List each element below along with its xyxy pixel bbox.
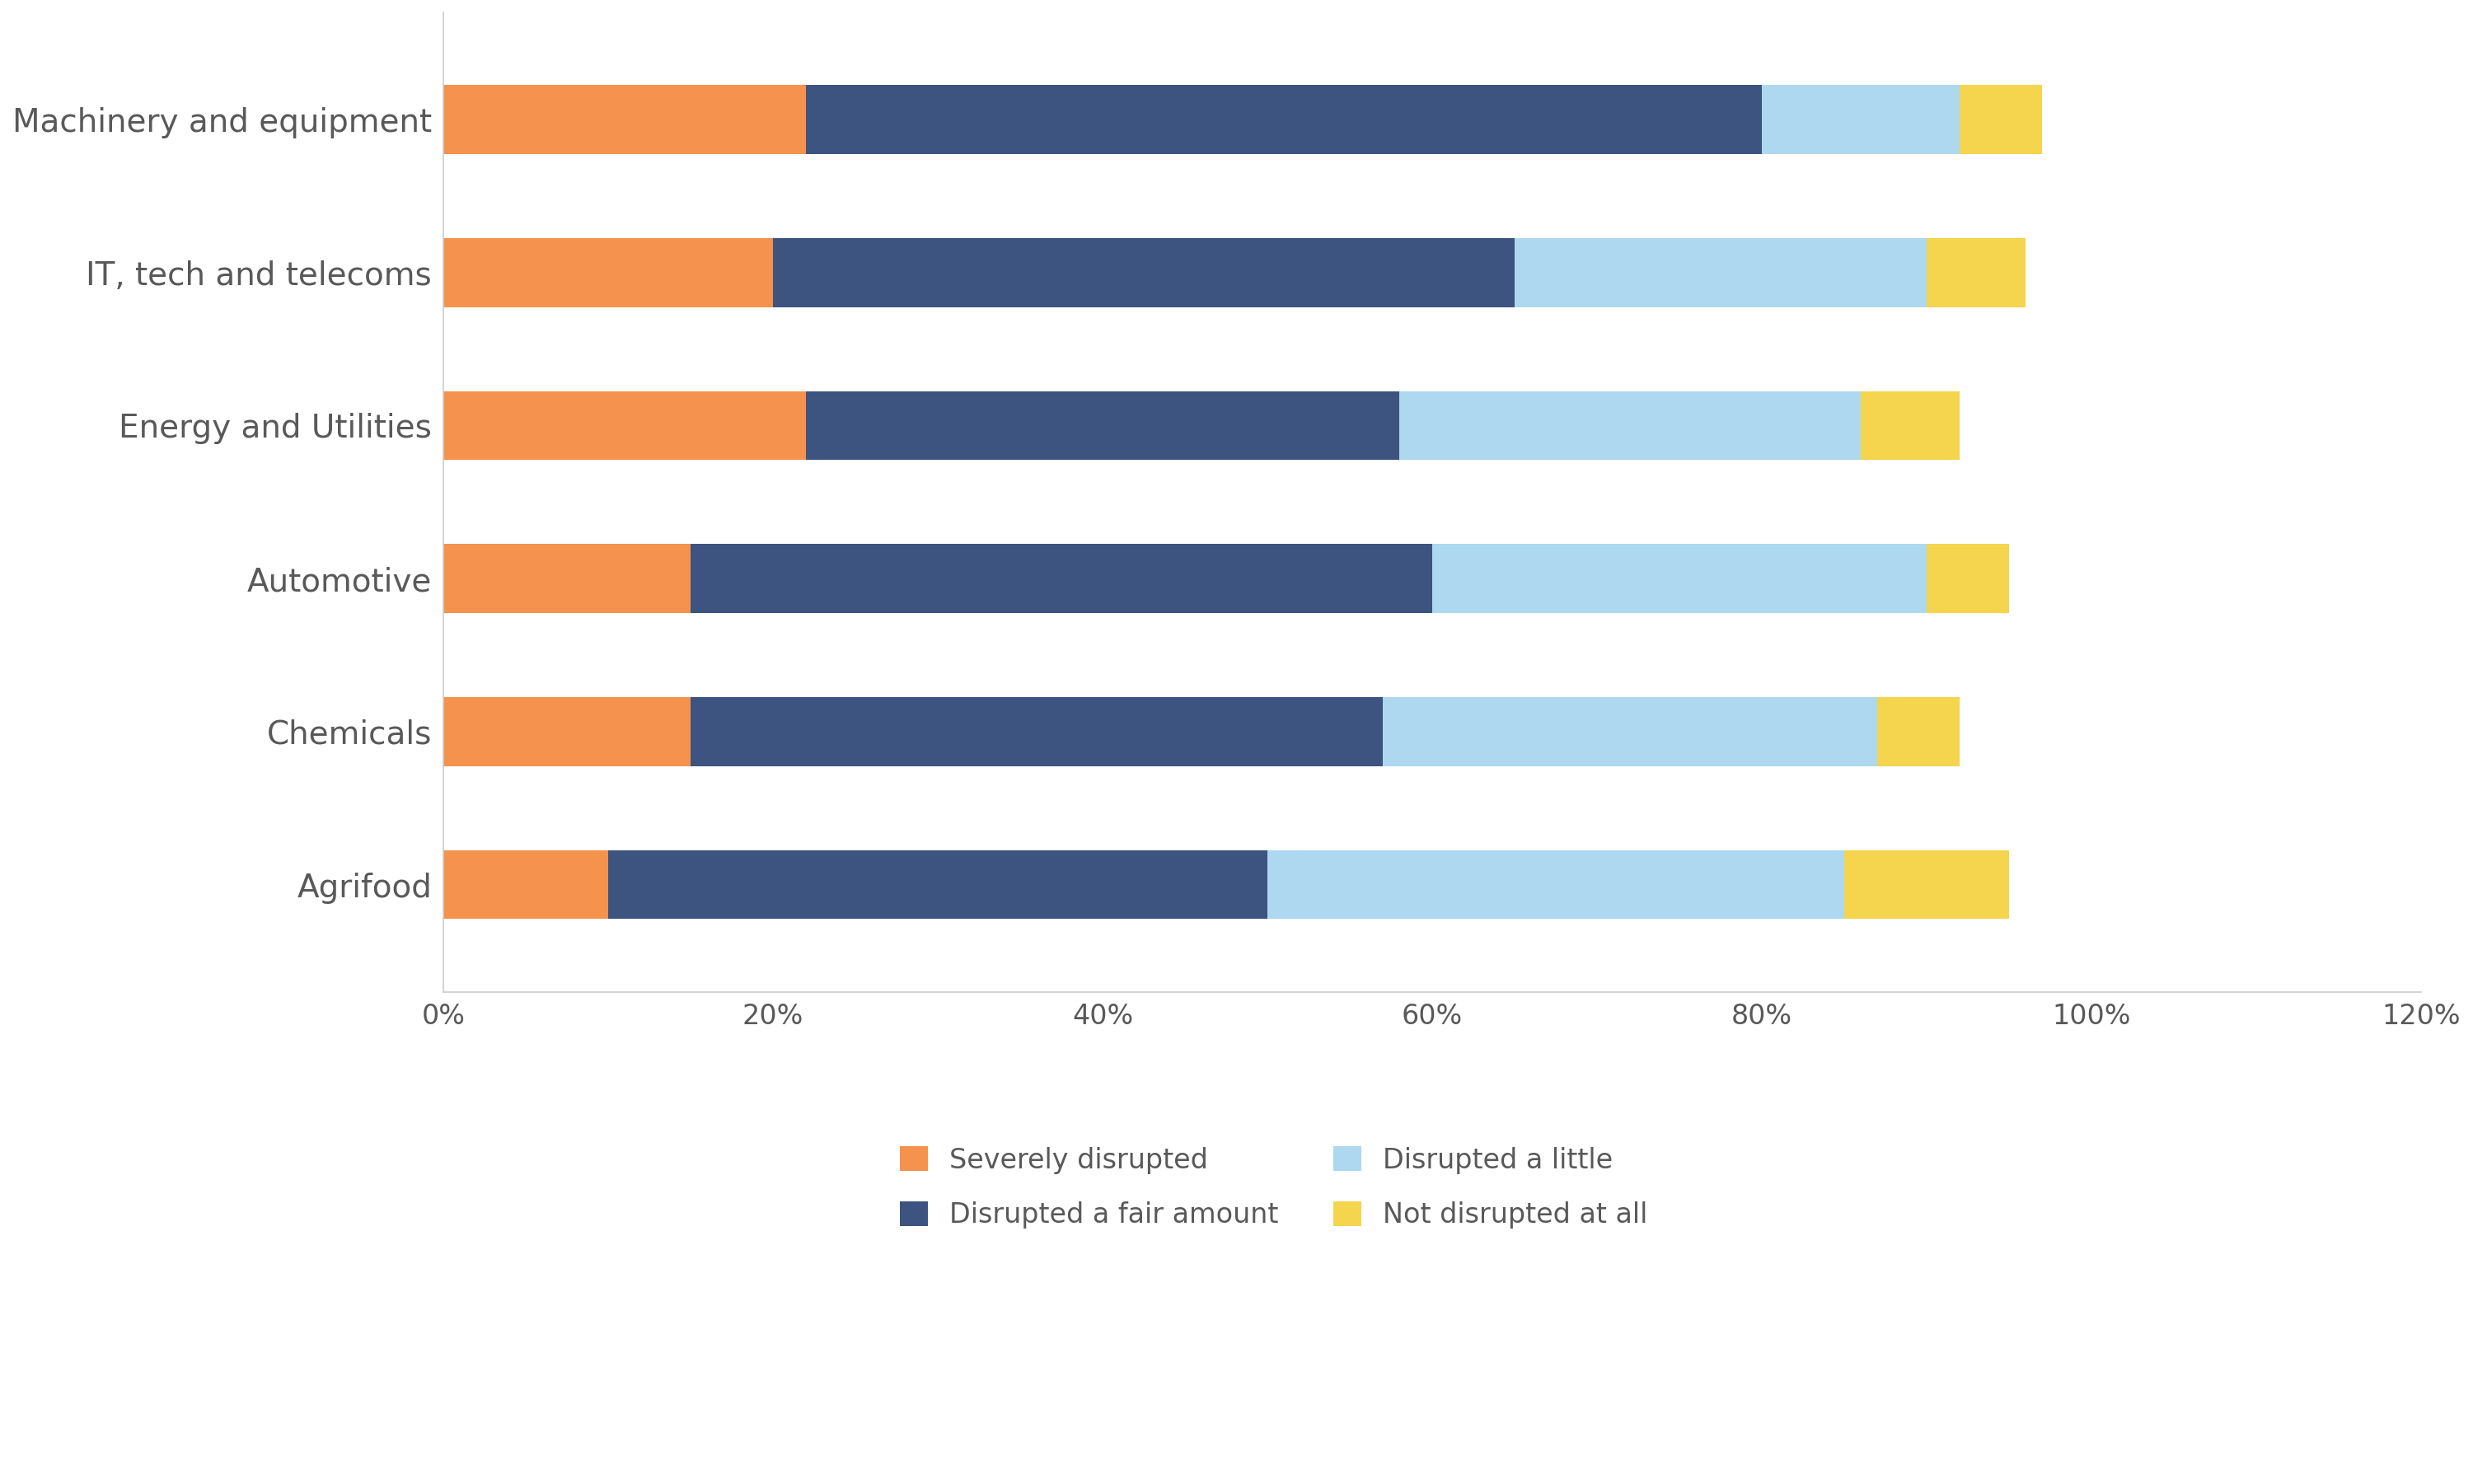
Bar [1959, 85, 2043, 154]
Bar [443, 545, 690, 613]
Bar [1860, 392, 1959, 460]
Bar [443, 850, 608, 919]
Bar [443, 697, 690, 766]
Bar [608, 850, 1269, 919]
Bar [443, 237, 774, 307]
Bar [690, 545, 1432, 613]
Bar [1877, 697, 1959, 766]
Bar [1400, 392, 1860, 460]
Bar [1432, 545, 1926, 613]
Bar [774, 237, 1513, 307]
Bar [443, 392, 806, 460]
Bar [1269, 850, 1845, 919]
Bar [1513, 237, 1926, 307]
Bar [1382, 697, 1877, 766]
Bar [1926, 545, 2008, 613]
Bar [690, 697, 1382, 766]
Bar [443, 85, 806, 154]
Bar [1926, 237, 2025, 307]
Bar [1761, 85, 1959, 154]
Legend: Severely disrupted, Disrupted a fair amount, Disrupted a little, Not disrupted a: Severely disrupted, Disrupted a fair amo… [885, 1132, 1662, 1242]
Bar [1845, 850, 2008, 919]
Bar [806, 85, 1761, 154]
Bar [806, 392, 1400, 460]
